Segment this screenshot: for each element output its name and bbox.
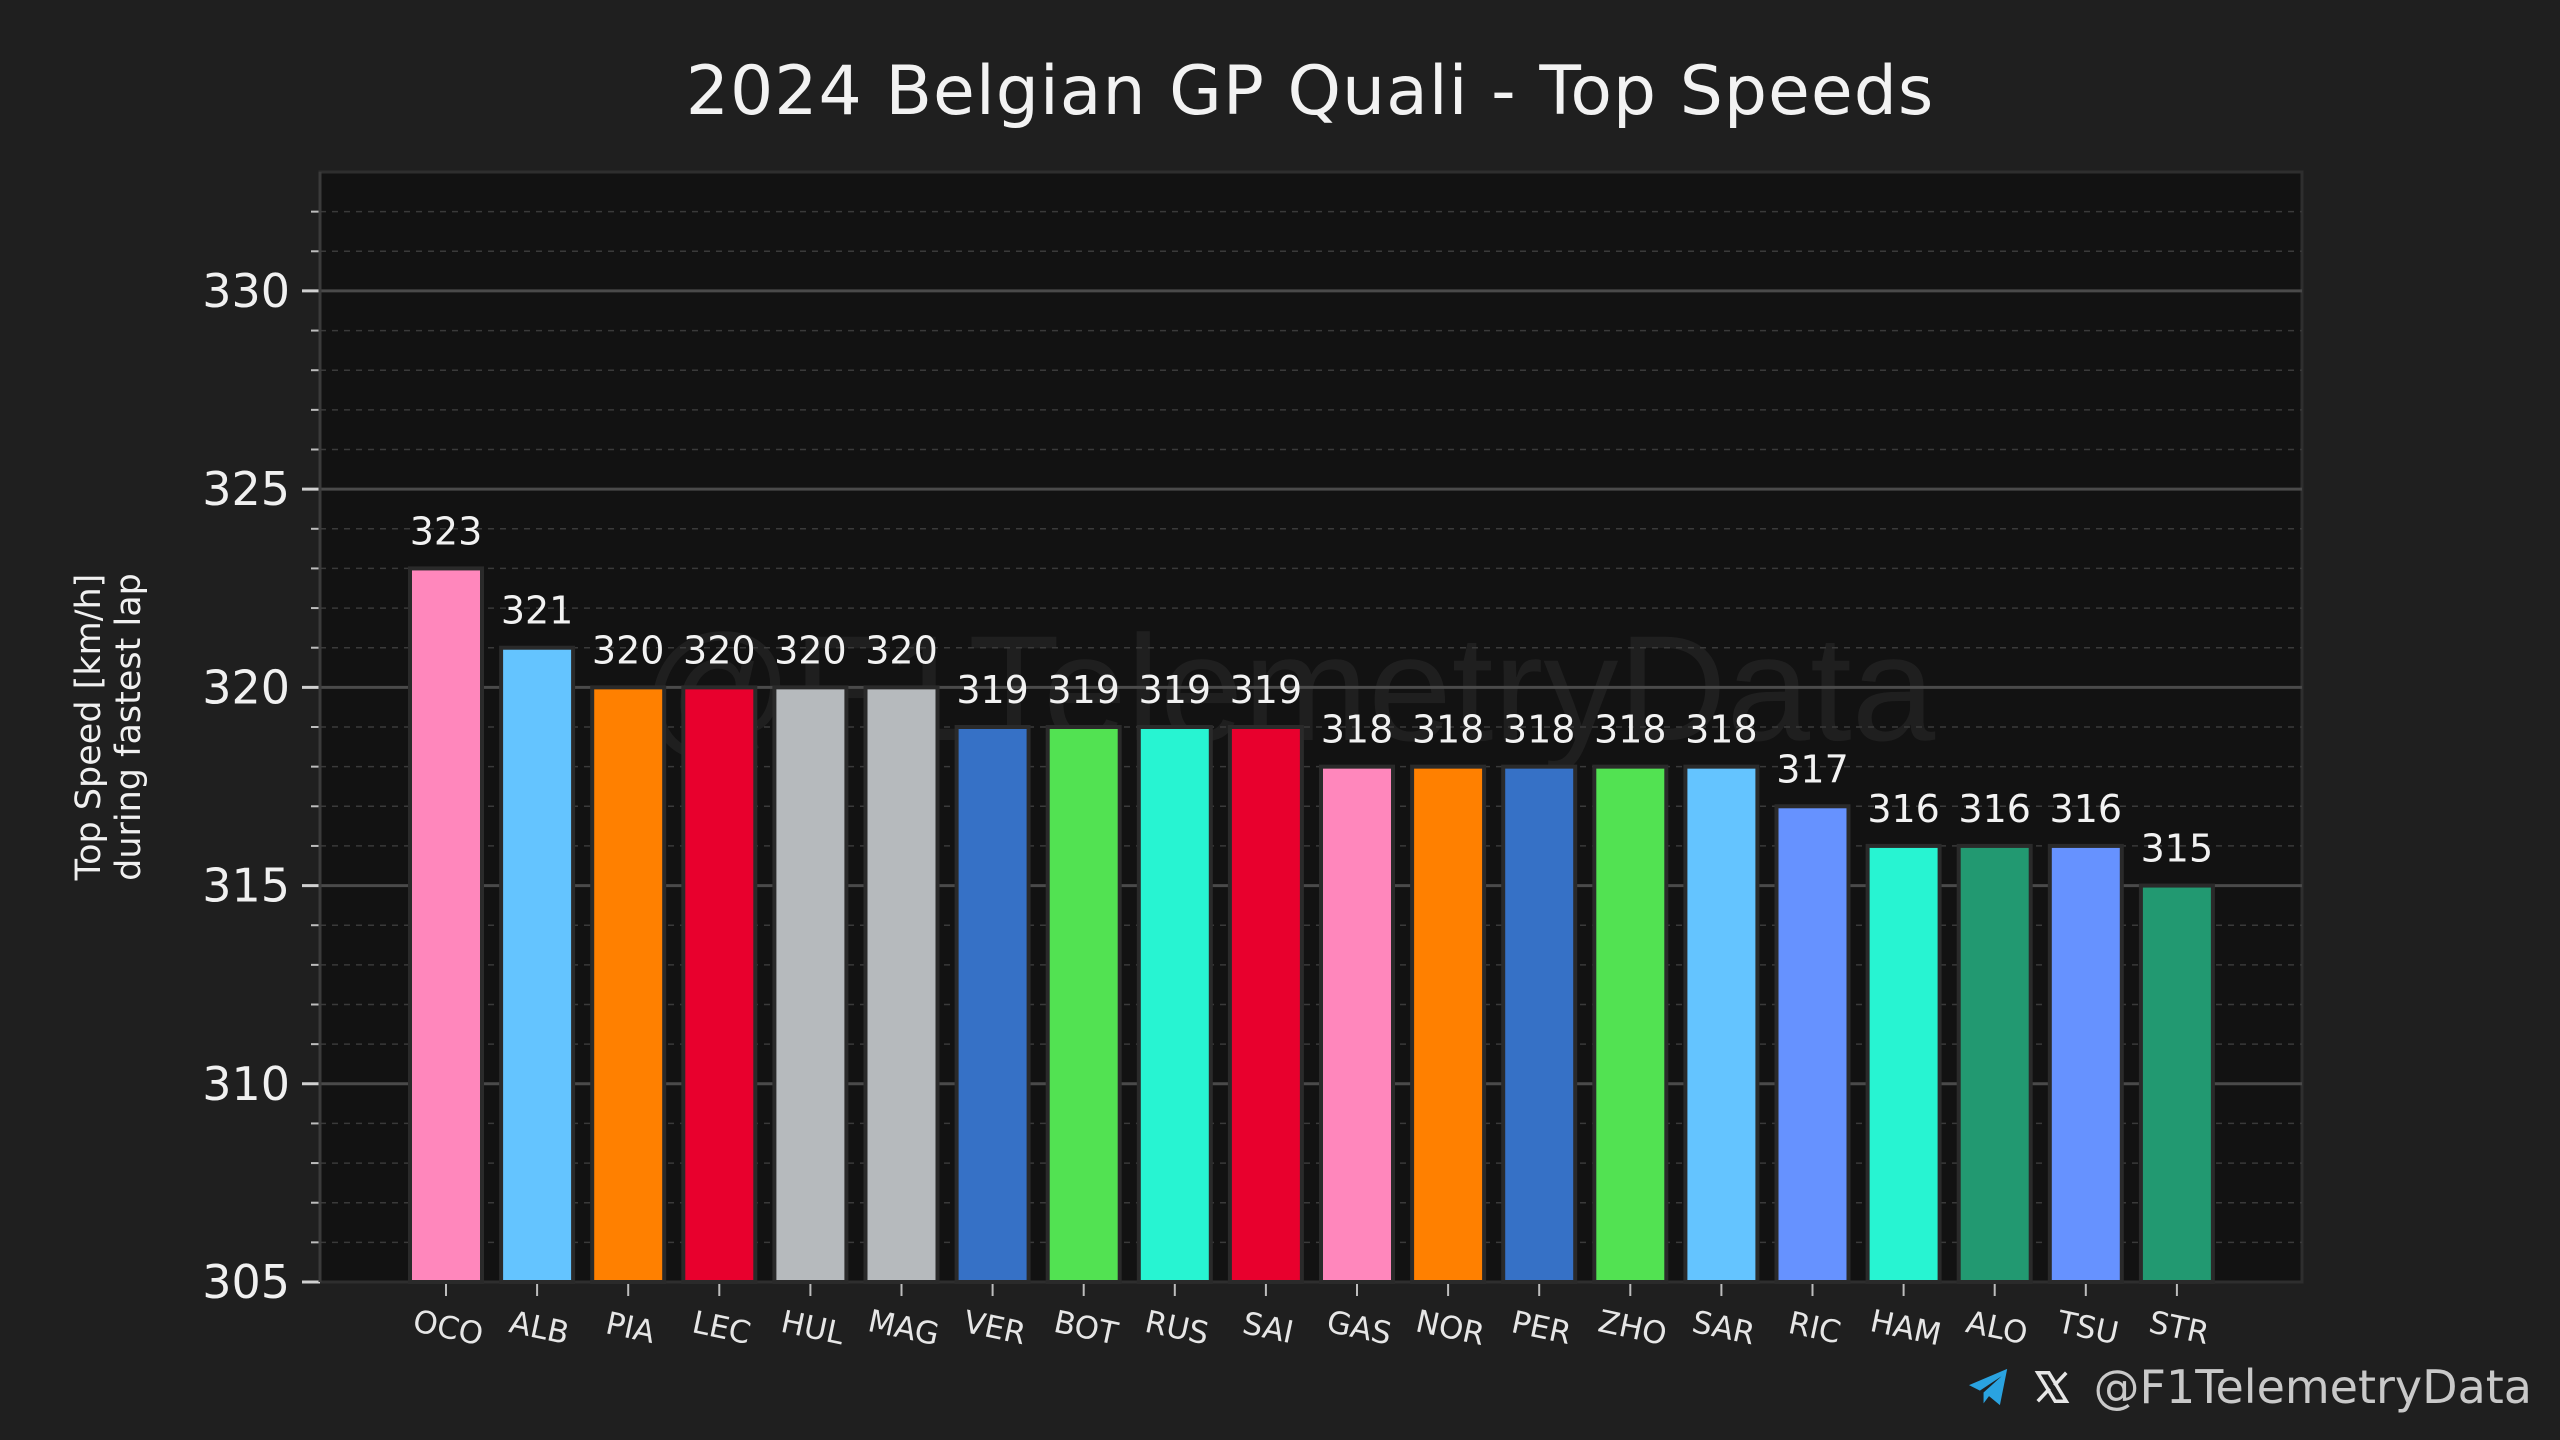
y-tick-label: 325 bbox=[202, 462, 290, 516]
bar-str bbox=[2138, 883, 2215, 1284]
bar-value-label: 316 bbox=[2050, 787, 2123, 831]
bar-value-label: 316 bbox=[1867, 787, 1940, 831]
bar-mag bbox=[863, 685, 940, 1284]
y-tick-label: 315 bbox=[202, 859, 290, 913]
bar-value-label: 319 bbox=[956, 668, 1029, 712]
bar-value-label: 320 bbox=[592, 628, 665, 672]
bar-value-label: 319 bbox=[1047, 668, 1120, 712]
bar-hul bbox=[772, 685, 849, 1284]
x-tick-label: SAR bbox=[1689, 1304, 1758, 1352]
bar-pia bbox=[590, 685, 667, 1284]
bar-sai bbox=[1227, 725, 1304, 1284]
bar-zho bbox=[1592, 764, 1669, 1284]
bar-rus bbox=[1136, 725, 1213, 1284]
bar-value-label: 318 bbox=[1685, 708, 1758, 752]
y-tick-label: 310 bbox=[202, 1057, 290, 1111]
footer: @F1TelemetryData bbox=[1967, 1360, 2532, 1414]
x-tick-label: PIA bbox=[603, 1306, 658, 1351]
bar-oco bbox=[408, 566, 484, 1284]
x-tick-label: BOT bbox=[1051, 1304, 1122, 1353]
bar-value-label: 318 bbox=[1321, 708, 1394, 752]
bar-value-label: 315 bbox=[2141, 827, 2214, 871]
x-tick-label: MAG bbox=[865, 1303, 942, 1353]
x-tick-label: NOR bbox=[1413, 1303, 1488, 1353]
x-tick-label: ALO bbox=[1963, 1304, 2031, 1352]
x-tick-label: ZHO bbox=[1595, 1303, 1670, 1353]
x-tick-label: LEC bbox=[689, 1305, 754, 1352]
bar-bot bbox=[1045, 725, 1122, 1284]
bar-sar bbox=[1683, 764, 1760, 1284]
x-tick-label: ALB bbox=[506, 1304, 572, 1352]
chart-title: 2024 Belgian GP Quali - Top Speeds bbox=[685, 52, 1935, 131]
y-axis-label-line-2: during fastest lap bbox=[109, 573, 149, 881]
x-tick-label: TSU bbox=[2053, 1304, 2121, 1352]
bar-value-label: 320 bbox=[865, 628, 938, 672]
bar-ham bbox=[1865, 843, 1942, 1285]
bar-value-label: 316 bbox=[1958, 787, 2031, 831]
bar-ric bbox=[1774, 804, 1851, 1284]
telegram-icon[interactable] bbox=[1967, 1367, 2011, 1407]
x-tick-label: HUL bbox=[778, 1304, 848, 1353]
bar-alb bbox=[499, 645, 576, 1284]
bar-alo bbox=[1956, 843, 2033, 1285]
x-tick-label: SAI bbox=[1239, 1305, 1296, 1351]
y-tick-label: 320 bbox=[202, 660, 290, 714]
x-tick-label: PER bbox=[1508, 1304, 1574, 1352]
bar-gas bbox=[1319, 764, 1395, 1284]
bar-tsu bbox=[2047, 843, 2124, 1285]
x-tick-label: STR bbox=[2146, 1304, 2212, 1352]
bar-value-label: 317 bbox=[1776, 747, 1849, 791]
bar-value-label: 319 bbox=[1230, 668, 1303, 712]
bar-value-label: 318 bbox=[1503, 708, 1576, 752]
x-icon[interactable] bbox=[2033, 1368, 2071, 1406]
x-tick-label: GAS bbox=[1324, 1304, 1395, 1353]
bar-per bbox=[1501, 764, 1578, 1284]
bar-nor bbox=[1410, 764, 1487, 1284]
bar-value-label: 320 bbox=[774, 628, 847, 672]
y-tick-label: 305 bbox=[202, 1255, 290, 1309]
y-tick-label: 330 bbox=[202, 264, 290, 318]
bar-value-label: 319 bbox=[1139, 668, 1212, 712]
footer-handle[interactable]: @F1TelemetryData bbox=[2093, 1360, 2532, 1414]
bar-value-label: 323 bbox=[410, 509, 483, 553]
bar-value-label: 320 bbox=[683, 628, 756, 672]
bar-value-label: 321 bbox=[501, 589, 574, 633]
x-tick-label: RUS bbox=[1142, 1304, 1212, 1353]
x-tick-label: RIC bbox=[1785, 1305, 1844, 1351]
y-axis-label-line-1: Top Speed [km/h] bbox=[69, 574, 109, 882]
bar-ver bbox=[954, 725, 1031, 1284]
bar-value-label: 318 bbox=[1412, 708, 1485, 752]
x-tick-label: OCO bbox=[410, 1303, 486, 1353]
bar-lec bbox=[681, 685, 758, 1284]
x-tick-label: HAM bbox=[1867, 1303, 1944, 1353]
x-tick-label: VER bbox=[960, 1304, 1028, 1352]
bar-value-label: 318 bbox=[1594, 708, 1667, 752]
